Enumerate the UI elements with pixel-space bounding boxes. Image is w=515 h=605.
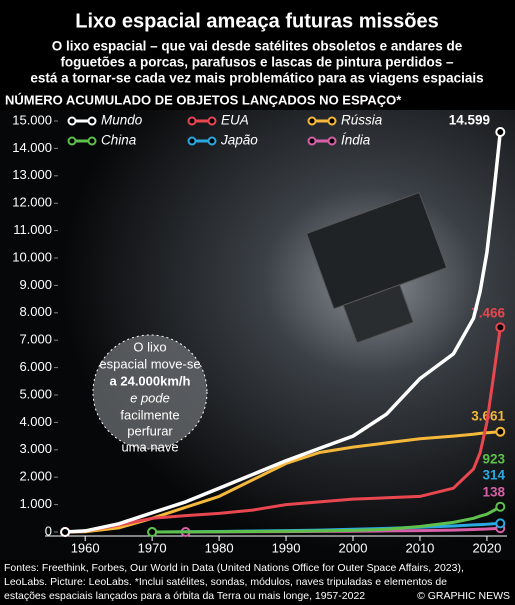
legend-swatch: [307, 116, 317, 126]
legend-label: Mundo: [101, 113, 143, 128]
legend-label: Rússia: [341, 113, 383, 128]
value-label: 14.599: [449, 113, 490, 128]
legend-swatch: [207, 116, 217, 126]
annotation-text: O lixo: [133, 339, 166, 354]
value-label: 314: [482, 468, 505, 483]
y-tick-label: 11.000: [13, 222, 52, 237]
legend-swatch: [187, 116, 197, 126]
y-tick-label: 12.000: [12, 195, 52, 210]
legend-swatch: [307, 136, 317, 146]
x-tick-label: 1980: [205, 540, 234, 555]
line-point: [147, 527, 158, 537]
y-tick-label: 6.000: [19, 359, 52, 374]
x-tick-label: 2010: [405, 540, 434, 555]
legend-label: Japão: [220, 133, 258, 148]
value-label: 923: [482, 452, 505, 467]
line-point: [495, 426, 506, 437]
annotation-text: espacial move-se: [99, 356, 200, 371]
x-tick-label: 1970: [138, 540, 167, 555]
source: LeoLabs. Picture: LeoLabs. *Inclui satél…: [4, 576, 447, 588]
x-tick-label: 2000: [339, 540, 368, 555]
subtitle: foguetões a porcas, parafusos e lascas d…: [60, 55, 454, 70]
photo-background: [0, 110, 515, 560]
annotation-bubble: [92, 334, 208, 450]
x-tick-label: 1960: [71, 540, 100, 555]
y-tick-label: 3.000: [19, 441, 52, 456]
series-line: [65, 131, 503, 534]
source: Fontes: Freethink, Forbes, Our World in …: [4, 562, 464, 574]
annotation-text: perfurar: [127, 423, 173, 438]
value-label: 138: [482, 485, 505, 500]
legend-swatch: [187, 136, 197, 146]
y-tick-label: 8.000: [19, 304, 52, 319]
y-tick-label: 2.000: [19, 469, 52, 484]
line-point: [60, 527, 71, 537]
annotation-text: facilmente: [120, 407, 179, 422]
legend-swatch: [207, 136, 217, 146]
y-tick-label: 14.000: [12, 140, 52, 155]
line-point: [495, 518, 506, 529]
legend-swatch: [87, 116, 97, 126]
title: Lixo espacial ameaça futuras missões: [75, 10, 439, 32]
subtitle: O lixo espacial – que vai desde satélite…: [52, 39, 463, 54]
annotation-text: uma nave: [121, 439, 178, 454]
y-tick-label: 1.000: [19, 496, 52, 511]
legend-swatch: [67, 116, 77, 126]
y-tick-label: 4.000: [19, 414, 52, 429]
legend-label: EUA: [221, 113, 249, 128]
y-tick-label: 13.000: [12, 167, 52, 182]
x-tick-label: 1990: [272, 540, 301, 555]
source: estações espaciais lançados para a órbit…: [4, 590, 365, 602]
line-point: [495, 501, 506, 512]
series-line: [152, 505, 502, 534]
y-tick-label: 5.000: [19, 386, 52, 401]
y-tick-label: 9.000: [19, 277, 52, 292]
annotation: O lixo espacial move-se a 24.000km/h e p…: [99, 339, 200, 454]
module: [342, 284, 414, 344]
space-station: [305, 191, 448, 344]
x-tick-label: 2020: [472, 540, 501, 555]
y-axis-title: NÚMERO ACUMULADO DE OBJETOS LANÇADOS NO …: [5, 92, 402, 107]
line-point: [495, 126, 506, 137]
value-label: 7.466: [471, 306, 505, 321]
y-tick-label: 0: [45, 523, 52, 538]
annotation-text: e pode: [130, 390, 170, 405]
subtitle: está a tornar-se cada vez mais problemát…: [30, 71, 483, 86]
y-tick-label: 7.000: [19, 332, 52, 347]
line-point: [495, 322, 506, 333]
y-tick-label: 15.000: [12, 112, 52, 127]
annotation-text: a 24.000km/h: [110, 373, 191, 388]
legend-swatch: [67, 136, 77, 146]
legend-swatch: [327, 136, 337, 146]
legend-label: Índia: [341, 133, 371, 148]
legend-swatch: [87, 136, 97, 146]
series-line: [65, 327, 502, 534]
legend-label: China: [101, 133, 137, 148]
credit: © GRAPHIC NEWS: [417, 590, 510, 602]
y-tick-label: 10.000: [12, 249, 52, 264]
legend-swatch: [327, 116, 337, 126]
